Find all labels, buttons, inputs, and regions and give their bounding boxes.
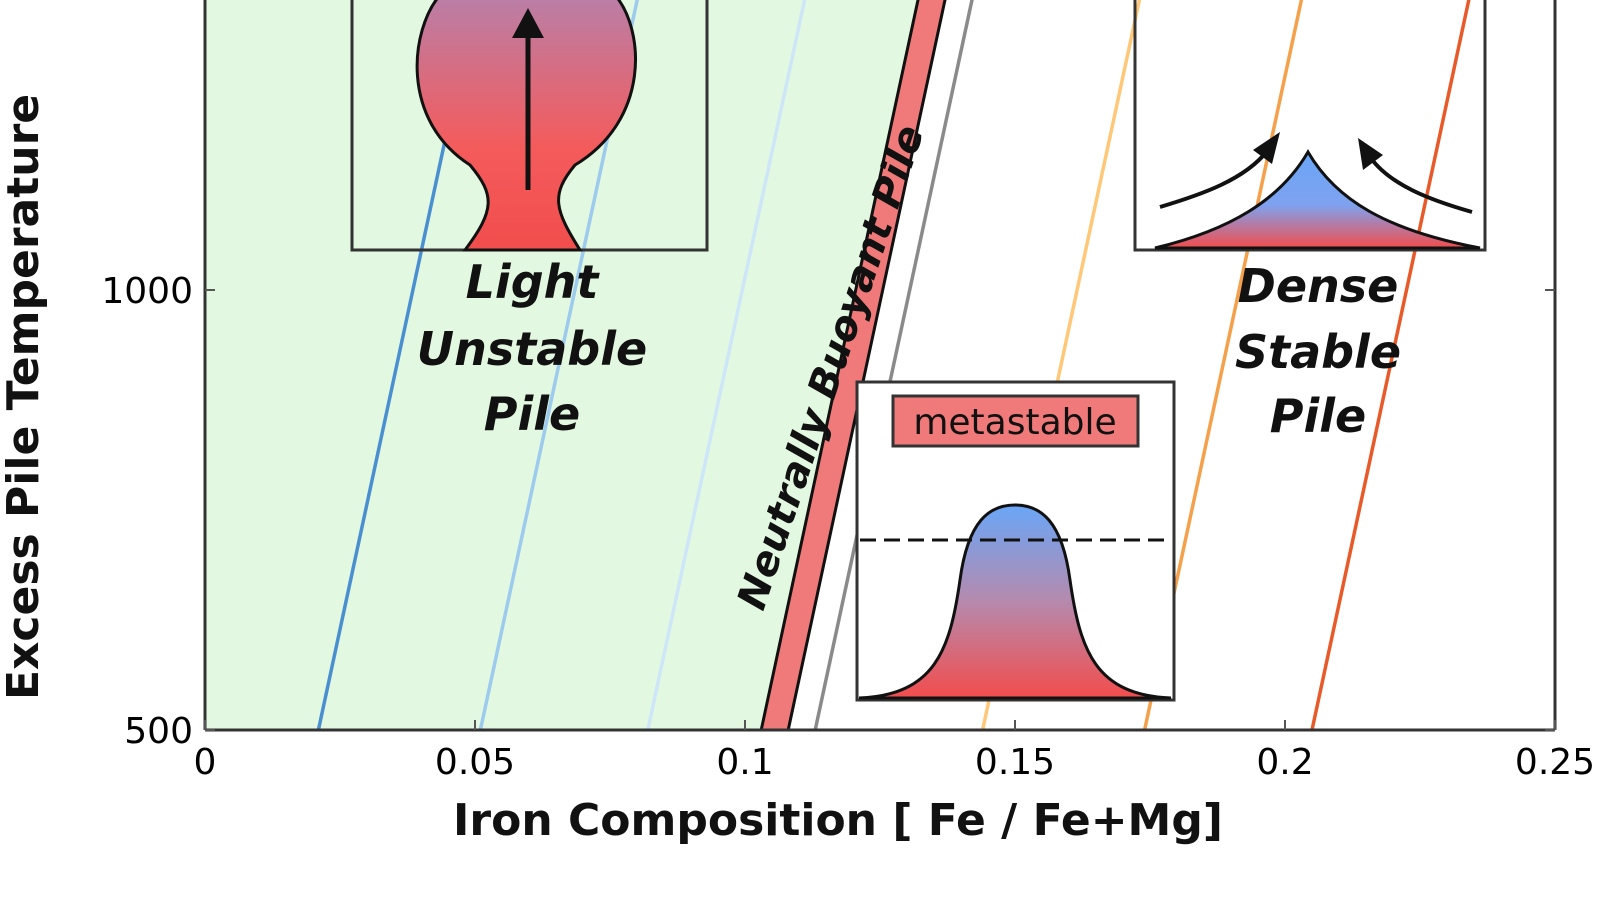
- arrowhead-icon: [512, 8, 544, 38]
- x-tick-label: 0.15: [975, 742, 1055, 783]
- series-line-4: [813, 0, 974, 730]
- x-tick-label: 0.25: [1515, 742, 1595, 783]
- metastable-badge: [891, 394, 1140, 448]
- series-line-6: [1142, 0, 1304, 730]
- light-unstable-region: [205, 0, 918, 730]
- dense-pile-inset: [1133, 0, 1487, 252]
- y-tick-label: 1000: [101, 271, 193, 312]
- series-line-7: [1310, 0, 1471, 730]
- light-label-line-1: Light: [466, 255, 601, 309]
- x-tick-label: 0.2: [1256, 742, 1313, 783]
- tick-marks: [204, 289, 1556, 731]
- dense-pile-shape: [1154, 149, 1481, 250]
- light-label-line-3: Pile: [484, 387, 580, 441]
- flow-arrow-left-icon: [1159, 148, 1270, 209]
- series-line-1: [316, 0, 477, 730]
- light-label-line-2: Unstable: [417, 322, 647, 376]
- dense-label-line-1: Dense: [1238, 259, 1399, 313]
- series-line-2: [478, 0, 639, 730]
- arrowhead-left-icon: [1253, 132, 1280, 164]
- light-pile-inset: [350, 0, 709, 252]
- y-tick-label: 500: [124, 711, 193, 752]
- flow-arrow-right-icon: [1368, 155, 1473, 214]
- arrowhead-right-icon: [1358, 138, 1383, 170]
- x-tick-label: 0: [194, 742, 217, 783]
- y-axis-title: Excess Pile Temperature: [0, 94, 49, 700]
- dense-stable-label: Dense Stable Pile: [1235, 259, 1401, 443]
- metastable-inset: metastable: [855, 380, 1176, 702]
- series-line-3: [646, 0, 807, 730]
- dense-label-line-3: Pile: [1270, 389, 1366, 443]
- x-tick-label: 0.05: [435, 742, 515, 783]
- x-axis-title: Iron Composition [ Fe / Fe+Mg]: [453, 795, 1223, 846]
- metastable-label: metastable: [913, 402, 1116, 443]
- neutral-buoyancy-band: [759, 0, 947, 730]
- light-unstable-label: Light Unstable Pile: [417, 255, 647, 441]
- tick-labels: 0 0.05 0.1 0.15 0.2 0.25 500 1000: [101, 271, 1595, 783]
- dense-label-line-2: Stable: [1235, 325, 1401, 379]
- x-tick-label: 0.1: [716, 742, 773, 783]
- metastable-pile-shape: [858, 503, 1172, 700]
